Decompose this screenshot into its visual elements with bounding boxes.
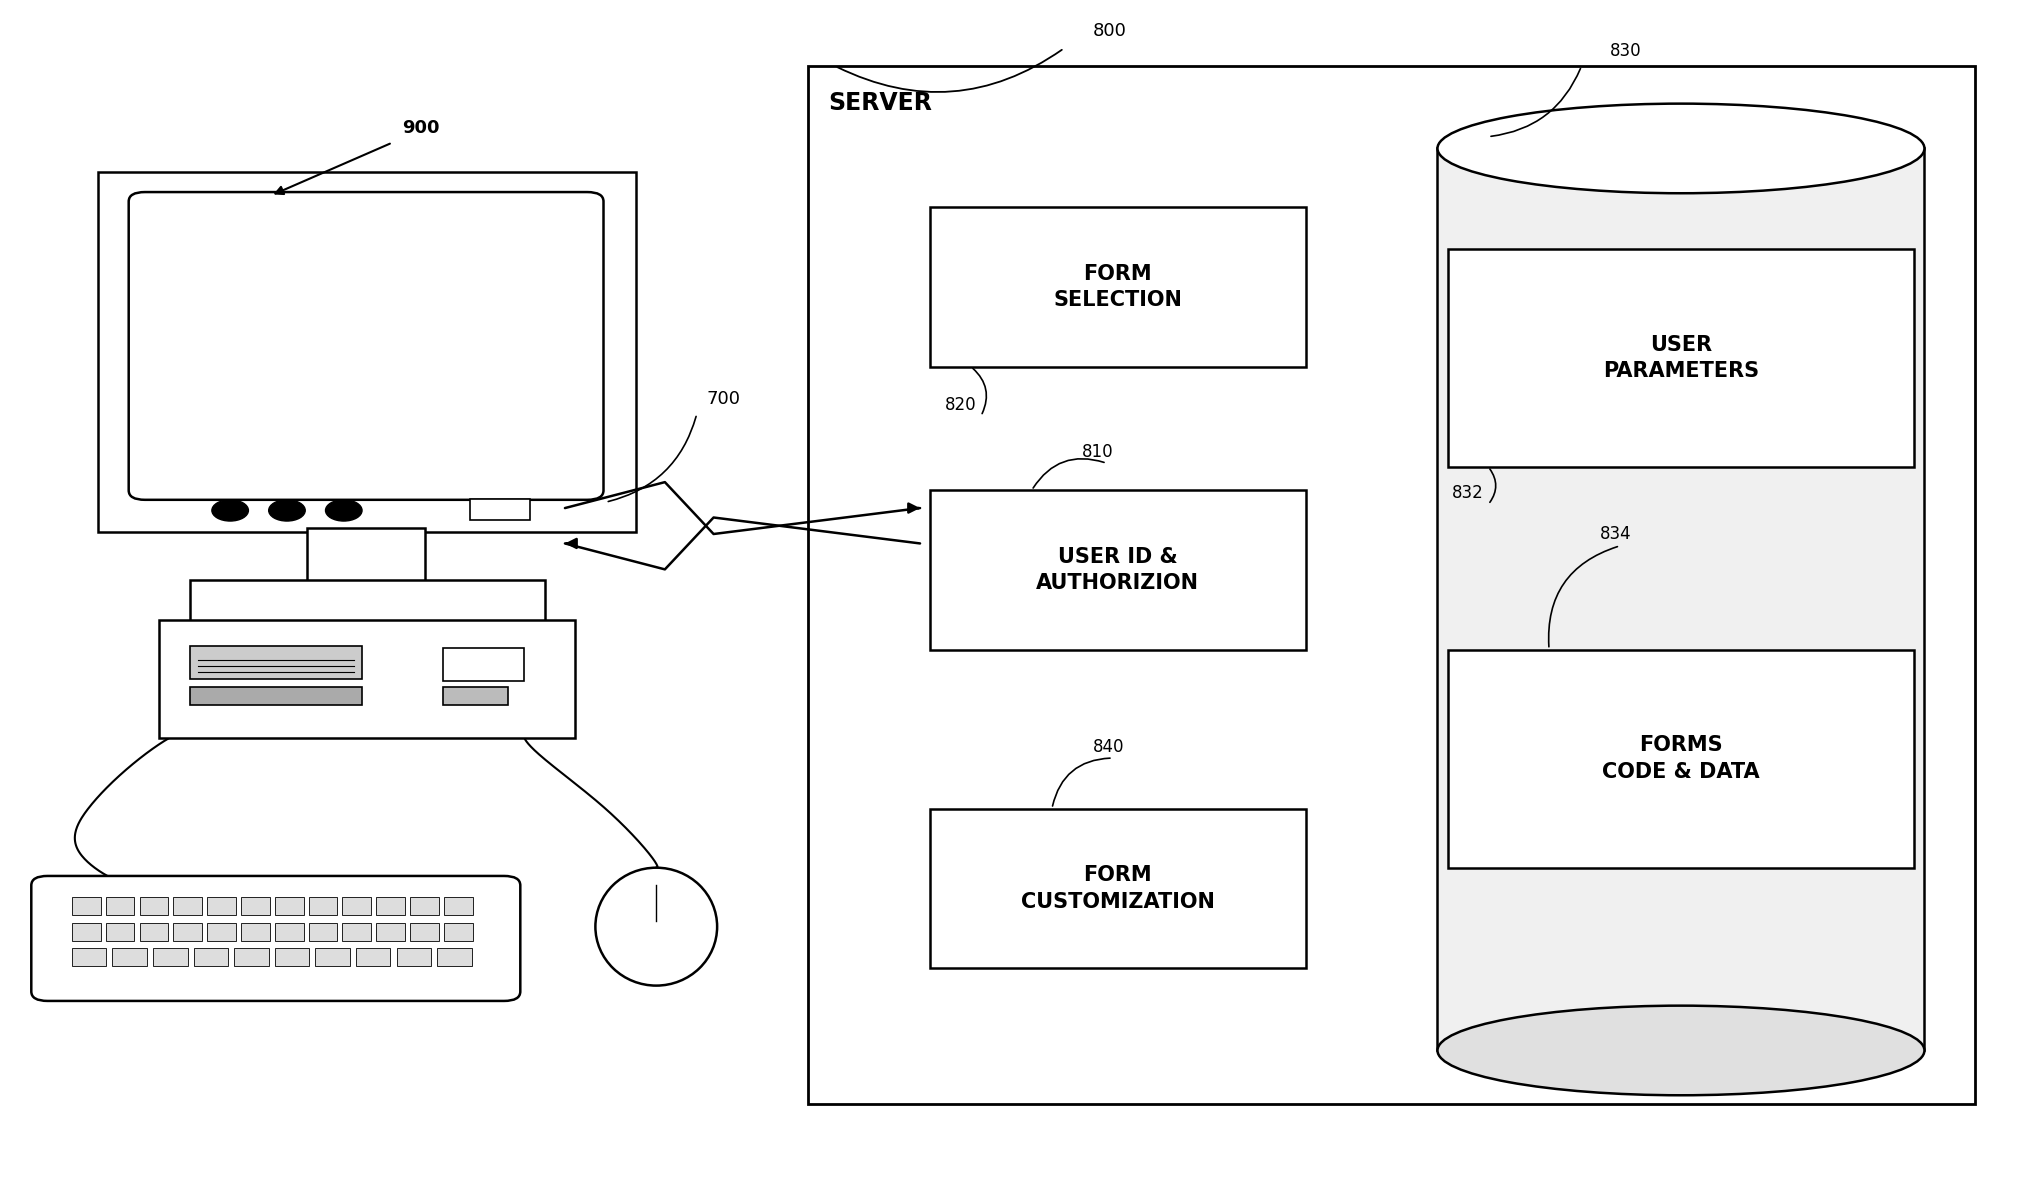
FancyBboxPatch shape: [139, 923, 168, 941]
FancyBboxPatch shape: [72, 897, 100, 915]
FancyBboxPatch shape: [306, 528, 425, 585]
FancyBboxPatch shape: [129, 192, 603, 500]
FancyBboxPatch shape: [31, 876, 521, 1001]
FancyBboxPatch shape: [443, 687, 509, 705]
Ellipse shape: [1438, 104, 1925, 193]
Text: SERVER: SERVER: [829, 92, 932, 116]
FancyBboxPatch shape: [930, 208, 1305, 366]
Text: 830: 830: [1610, 42, 1643, 60]
FancyBboxPatch shape: [411, 923, 439, 941]
FancyBboxPatch shape: [153, 948, 188, 965]
Text: FORM
CUSTOMIZATION: FORM CUSTOMIZATION: [1022, 865, 1216, 911]
Circle shape: [325, 500, 362, 521]
FancyBboxPatch shape: [437, 948, 472, 965]
FancyBboxPatch shape: [72, 948, 106, 965]
FancyBboxPatch shape: [809, 66, 1976, 1104]
FancyBboxPatch shape: [159, 620, 574, 738]
FancyBboxPatch shape: [276, 948, 308, 965]
FancyBboxPatch shape: [72, 923, 100, 941]
Text: 820: 820: [944, 396, 977, 414]
FancyBboxPatch shape: [190, 580, 545, 625]
FancyBboxPatch shape: [355, 948, 390, 965]
FancyBboxPatch shape: [308, 923, 337, 941]
FancyBboxPatch shape: [315, 948, 349, 965]
FancyBboxPatch shape: [930, 809, 1305, 968]
Text: 700: 700: [707, 390, 742, 408]
FancyBboxPatch shape: [206, 897, 235, 915]
FancyBboxPatch shape: [308, 897, 337, 915]
Text: 800: 800: [1093, 21, 1126, 39]
FancyBboxPatch shape: [106, 897, 135, 915]
FancyBboxPatch shape: [276, 897, 304, 915]
FancyBboxPatch shape: [396, 948, 431, 965]
FancyBboxPatch shape: [1448, 248, 1914, 466]
FancyBboxPatch shape: [241, 923, 270, 941]
FancyBboxPatch shape: [276, 923, 304, 941]
FancyBboxPatch shape: [139, 897, 168, 915]
FancyBboxPatch shape: [106, 923, 135, 941]
FancyBboxPatch shape: [206, 923, 235, 941]
Circle shape: [270, 500, 304, 521]
FancyBboxPatch shape: [470, 499, 531, 520]
FancyBboxPatch shape: [235, 948, 270, 965]
FancyBboxPatch shape: [930, 490, 1305, 649]
FancyBboxPatch shape: [98, 172, 635, 532]
Text: 832: 832: [1453, 484, 1483, 502]
FancyBboxPatch shape: [194, 948, 229, 965]
Text: USER
PARAMETERS: USER PARAMETERS: [1604, 334, 1759, 381]
Circle shape: [212, 500, 249, 521]
FancyBboxPatch shape: [190, 687, 362, 705]
Text: 840: 840: [1093, 737, 1124, 755]
Text: USER ID &
AUTHORIZION: USER ID & AUTHORIZION: [1036, 546, 1199, 593]
FancyBboxPatch shape: [343, 923, 372, 941]
FancyBboxPatch shape: [174, 897, 202, 915]
Ellipse shape: [595, 867, 717, 985]
Text: FORMS
CODE & DATA: FORMS CODE & DATA: [1602, 735, 1759, 781]
FancyBboxPatch shape: [376, 897, 405, 915]
Ellipse shape: [1438, 1006, 1925, 1095]
FancyBboxPatch shape: [174, 923, 202, 941]
Text: 900: 900: [402, 118, 439, 137]
FancyBboxPatch shape: [1448, 649, 1914, 867]
FancyBboxPatch shape: [443, 923, 472, 941]
Text: FORM
SELECTION: FORM SELECTION: [1054, 264, 1183, 310]
FancyBboxPatch shape: [343, 897, 372, 915]
FancyBboxPatch shape: [443, 648, 525, 681]
Text: 810: 810: [1083, 443, 1113, 460]
Text: 834: 834: [1600, 525, 1632, 544]
FancyBboxPatch shape: [443, 897, 472, 915]
FancyBboxPatch shape: [376, 923, 405, 941]
FancyBboxPatch shape: [1438, 148, 1925, 1051]
FancyBboxPatch shape: [112, 948, 147, 965]
FancyBboxPatch shape: [411, 897, 439, 915]
FancyBboxPatch shape: [190, 647, 362, 679]
FancyBboxPatch shape: [241, 897, 270, 915]
